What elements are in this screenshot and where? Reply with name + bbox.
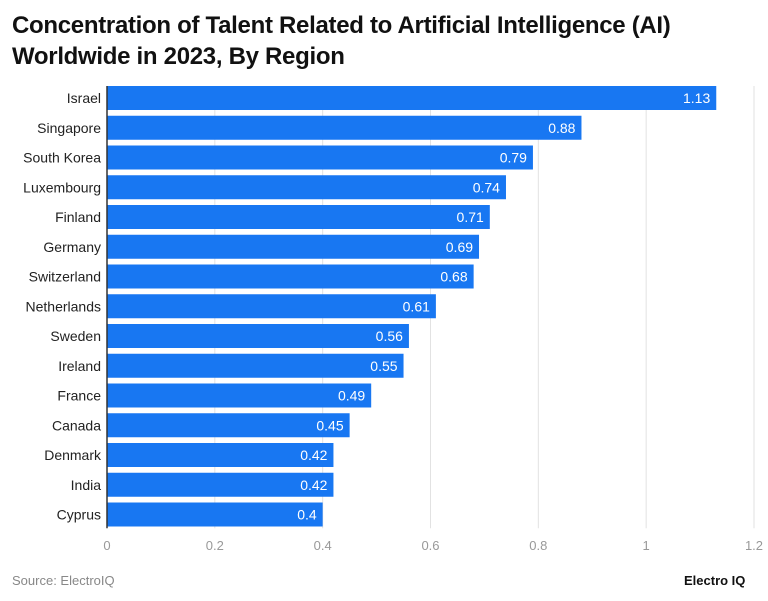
data-label: 0.42: [300, 447, 327, 463]
data-label: 0.88: [548, 120, 575, 136]
category-label: Netherlands: [26, 298, 102, 314]
electroiq-logo: Electro IQ: [684, 573, 746, 588]
bar-israel: [107, 86, 717, 110]
bar-sweden: [107, 324, 409, 348]
x-tick-label: 0.6: [421, 538, 439, 553]
x-tick-label: 0.8: [529, 538, 547, 553]
data-label: 0.69: [446, 239, 473, 255]
data-label: 0.71: [457, 209, 484, 225]
data-label: 0.55: [370, 358, 397, 374]
x-tick-label: 1: [643, 538, 650, 553]
x-tick-label: 0.4: [314, 538, 332, 553]
data-label: 0.74: [473, 179, 500, 195]
data-label: 0.4: [297, 507, 317, 523]
bar-france: [107, 383, 372, 408]
category-label: France: [57, 388, 101, 404]
category-label: India: [71, 477, 102, 493]
category-label: Finland: [55, 209, 101, 225]
category-label: Ireland: [58, 358, 101, 374]
bar-germany: [107, 234, 480, 259]
bar-luxembourg: [107, 175, 506, 200]
chart-title: Concentration of Talent Related to Artif…: [12, 12, 671, 70]
bar-singapore: [107, 115, 582, 140]
category-label: Cyprus: [57, 507, 101, 523]
data-label: 0.45: [316, 417, 343, 433]
bar-denmark: [107, 443, 334, 467]
category-label: Singapore: [37, 120, 101, 136]
bar-cyprus: [107, 502, 323, 527]
bar-south-korea: [107, 145, 533, 170]
category-label: Israel: [67, 90, 101, 106]
data-label: 1.13: [683, 90, 710, 106]
data-label: 0.68: [440, 269, 467, 285]
category-label: Sweden: [50, 328, 101, 344]
bar-ireland: [107, 353, 404, 378]
source-note: Source: ElectroIQ: [12, 573, 115, 588]
bar-india: [107, 472, 334, 497]
x-tick-label: 0: [103, 538, 110, 553]
category-label: Germany: [43, 239, 101, 255]
x-tick-label: 1.2: [745, 538, 763, 553]
data-label: 0.79: [500, 150, 527, 166]
category-label: Switzerland: [29, 269, 101, 285]
category-label: Canada: [52, 417, 101, 433]
x-tick-label: 0.2: [206, 538, 224, 553]
category-label: Denmark: [44, 447, 102, 463]
bar-netherlands: [107, 294, 436, 319]
bar-canada: [107, 413, 350, 438]
data-label: 0.61: [403, 298, 430, 314]
bar-finland: [107, 205, 490, 229]
data-label: 0.42: [300, 477, 327, 493]
category-label: South Korea: [23, 150, 101, 166]
category-label: Luxembourg: [23, 179, 101, 195]
bar-switzerland: [107, 264, 474, 289]
data-label: 0.49: [338, 388, 365, 404]
data-label: 0.56: [376, 328, 403, 344]
